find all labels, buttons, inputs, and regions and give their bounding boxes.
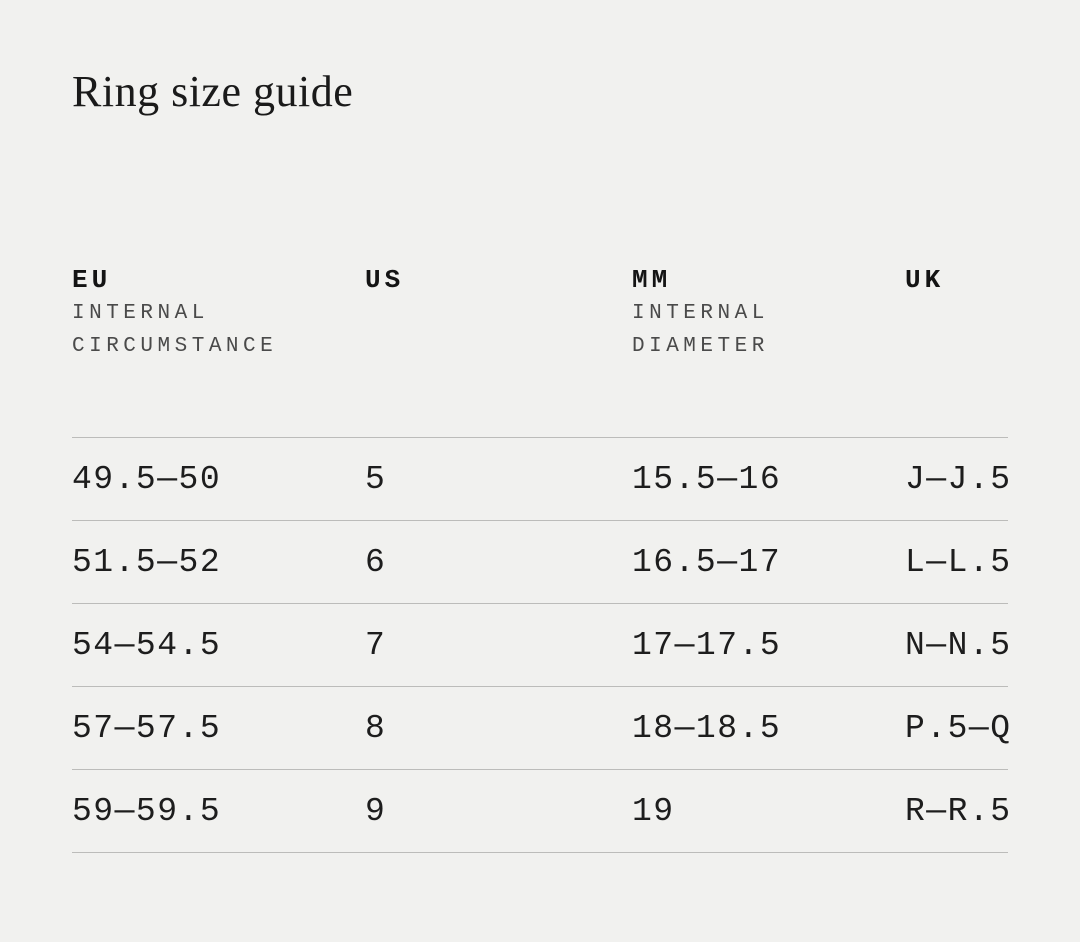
- cell-eu: 57—57.5: [72, 709, 222, 747]
- cell-eu: 54—54.5: [72, 626, 222, 664]
- cell-uk: N—N.5: [905, 626, 1012, 664]
- column-header-us: US: [365, 264, 632, 363]
- cell-us: 5: [365, 460, 387, 498]
- cell-eu: 59—59.5: [72, 792, 222, 830]
- cell-uk: L—L.5: [905, 543, 1012, 581]
- column-sublabel-eu-line1: INTERNAL: [72, 302, 209, 325]
- table-row: 51.5—52 6 16.5—17 L—L.5: [72, 521, 1010, 604]
- cell-us: 8: [365, 709, 387, 747]
- table-row: 57—57.5 8 18—18.5 P.5—Q: [72, 687, 1010, 770]
- cell-us: 7: [365, 626, 387, 664]
- column-sublabel-mm-line1: INTERNAL: [632, 302, 769, 325]
- cell-eu: 49.5—50: [72, 460, 222, 498]
- cell-mm: 15.5—16: [632, 460, 782, 498]
- page-title: Ring size guide: [72, 67, 354, 116]
- cell-uk: J—J.5: [905, 460, 1012, 498]
- cell-mm: 16.5—17: [632, 543, 782, 581]
- cell-us: 6: [365, 543, 387, 581]
- cell-mm: 19: [632, 792, 675, 830]
- column-header-mm: MM INTERNAL DIAMETER: [632, 264, 905, 363]
- column-header-uk: UK: [905, 264, 1008, 363]
- column-sublabel-eu-line2: CIRCUMSTANCE: [72, 335, 278, 358]
- table-header: EU INTERNAL CIRCUMSTANCE US MM INTERNAL …: [72, 264, 1008, 363]
- column-header-eu: EU INTERNAL CIRCUMSTANCE: [72, 264, 365, 363]
- cell-mm: 18—18.5: [632, 709, 782, 747]
- column-sublabel-mm-line2: DIAMETER: [632, 335, 769, 358]
- table-row: 49.5—50 5 15.5—16 J—J.5: [72, 438, 1010, 521]
- cell-eu: 51.5—52: [72, 543, 222, 581]
- column-label-us: US: [365, 265, 405, 295]
- table-row: 54—54.5 7 17—17.5 N—N.5: [72, 604, 1010, 687]
- cell-mm: 17—17.5: [632, 626, 782, 664]
- cell-uk: R—R.5: [905, 792, 1012, 830]
- cell-uk: P.5—Q: [905, 709, 1012, 747]
- table-row: 59—59.5 9 19 R—R.5: [72, 770, 1010, 853]
- column-label-mm: MM: [632, 265, 672, 295]
- column-label-uk: UK: [905, 265, 945, 295]
- size-table: 49.5—50 5 15.5—16 J—J.5 51.5—52 6 16.5—1…: [72, 437, 1010, 853]
- column-label-eu: EU: [72, 265, 112, 295]
- cell-us: 9: [365, 792, 387, 830]
